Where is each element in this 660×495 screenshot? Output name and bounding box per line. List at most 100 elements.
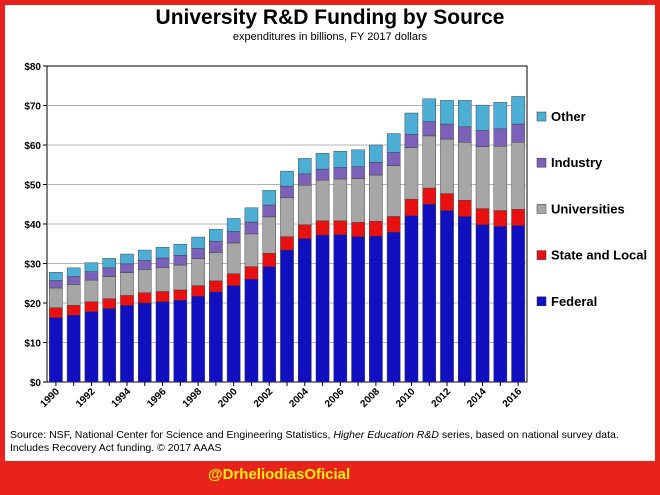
bar-segment-federal-1999 — [209, 291, 223, 383]
bar-segment-federal-2010 — [404, 215, 419, 383]
bar-segment-federal-2013 — [458, 216, 472, 383]
source-text: Source: NSF, National Center for Science… — [10, 429, 334, 441]
bar-segment-universities-2009 — [386, 165, 401, 217]
x-tick-label: 2004 — [287, 386, 311, 410]
bar-segment-state-and-local-2007 — [351, 222, 365, 237]
bar-segment-state-and-local-2012 — [440, 193, 454, 211]
y-tick-label: $10 — [24, 339, 41, 350]
bar-segment-other-2012 — [440, 100, 454, 125]
x-tick-label: 2008 — [358, 386, 382, 410]
bar-segment-other-1993 — [102, 258, 117, 269]
y-tick-label: $20 — [24, 299, 41, 310]
bar-segment-other-2014 — [475, 104, 490, 131]
bar-segment-state-and-local-2002 — [262, 253, 276, 267]
bar-segment-industry-2011 — [422, 121, 436, 137]
bar-segment-federal-2016 — [511, 225, 525, 383]
bar-segment-universities-2013 — [458, 142, 472, 201]
bar-segment-state-and-local-2006 — [333, 220, 348, 235]
bar-segment-state-and-local-2013 — [458, 200, 472, 217]
bar-segment-industry-2000 — [226, 231, 241, 244]
x-tick-label: 2002 — [252, 386, 276, 410]
bar-segment-universities-2015 — [493, 145, 508, 211]
bar-segment-federal-1992 — [84, 311, 99, 383]
bar-segment-industry-1994 — [120, 263, 134, 273]
legend-swatch-industry — [536, 157, 547, 168]
bar-segment-state-and-local-1998 — [191, 285, 205, 297]
bar-segment-state-and-local-2011 — [422, 187, 436, 205]
bar-segment-universities-2014 — [475, 146, 490, 209]
bar-segment-federal-1993 — [102, 308, 117, 383]
x-tick-label: 1992 — [74, 386, 98, 410]
bar-segment-other-2006 — [333, 151, 348, 168]
y-tick-label: $30 — [24, 260, 41, 271]
bar-segment-universities-1994 — [120, 272, 134, 296]
bar-segment-universities-2007 — [351, 178, 365, 223]
source-note: Source: NSF, National Center for Science… — [10, 429, 655, 455]
bar-segment-industry-1999 — [209, 241, 223, 253]
bar-segment-universities-1997 — [173, 264, 188, 291]
x-tick-label: 2006 — [323, 386, 347, 410]
bar-segment-industry-2001 — [244, 221, 259, 235]
bar-segment-federal-1998 — [191, 296, 205, 383]
bar-segment-universities-1993 — [102, 276, 117, 299]
bar-segment-industry-2004 — [298, 173, 312, 186]
bar-segment-federal-2012 — [440, 210, 454, 383]
y-tick-label: $0 — [30, 378, 42, 389]
bar-segment-industry-2007 — [351, 166, 365, 179]
bar-segment-industry-2009 — [386, 152, 401, 166]
bar-segment-federal-2003 — [280, 249, 294, 383]
x-tick-label: 2012 — [430, 386, 454, 410]
bar-segment-federal-1995 — [137, 302, 152, 383]
legend-label-industry: Industry — [551, 155, 603, 170]
bar-segment-other-1999 — [209, 228, 223, 242]
bar-segment-federal-2011 — [422, 204, 436, 383]
bar-segment-industry-2015 — [493, 128, 508, 147]
bar-segment-industry-2010 — [404, 134, 419, 148]
bar-segment-industry-2014 — [475, 130, 490, 147]
bar-segment-industry-1998 — [191, 248, 205, 259]
legend-swatch-state-and-local — [536, 250, 547, 260]
bar-segment-federal-2015 — [493, 226, 508, 383]
bar-segment-state-and-local-2000 — [226, 273, 241, 286]
bar-segment-state-and-local-1991 — [66, 305, 81, 316]
bar-segment-universities-2016 — [511, 142, 525, 210]
legend-label-federal: Federal — [551, 294, 597, 309]
bar-segment-other-1995 — [137, 249, 152, 261]
bar-segment-state-and-local-2014 — [475, 208, 490, 225]
bar-segment-industry-1990 — [49, 280, 63, 289]
y-tick-label: $60 — [24, 141, 41, 152]
source-note-line2: Includes Recovery Act funding. © 2017 AA… — [10, 442, 222, 454]
source-text-rest: series, based on national survey data. — [438, 429, 619, 441]
bar-segment-federal-2002 — [262, 266, 276, 383]
bar-segment-universities-2004 — [298, 185, 312, 225]
bar-segment-other-1997 — [173, 243, 188, 256]
bar-segment-state-and-local-1997 — [173, 289, 188, 301]
x-tick-label: 2010 — [394, 386, 418, 410]
bar-segment-state-and-local-2008 — [369, 221, 383, 237]
bar-segment-industry-1991 — [66, 276, 81, 285]
bar-segment-state-and-local-1994 — [120, 295, 134, 306]
bar-segment-universities-2000 — [226, 242, 241, 274]
bar-segment-other-1994 — [120, 253, 134, 265]
bar-segment-federal-2009 — [386, 232, 401, 383]
x-tick-label: 2000 — [216, 386, 240, 410]
bar-segment-other-2011 — [422, 98, 436, 122]
bar-segment-other-2002 — [262, 190, 276, 206]
stacked-bar-chart: $0 $10 $20 $30 $40 $50 $60 $70 $80 1990 1992 1994 19… — [24, 62, 647, 410]
bar-segment-state-and-local-2001 — [244, 266, 259, 280]
chart-title: University R&D Funding by Source — [155, 6, 505, 29]
bar-segment-other-1990 — [49, 271, 63, 281]
bar-segment-industry-1992 — [84, 271, 99, 281]
bar-segment-universities-1996 — [155, 267, 170, 292]
bar-segment-state-and-local-2016 — [511, 209, 525, 226]
bar-segment-federal-2004 — [298, 238, 312, 383]
bar-segment-federal-2007 — [351, 236, 365, 383]
bar-segment-universities-1995 — [137, 269, 152, 293]
bar-segment-state-and-local-2005 — [315, 220, 330, 236]
bar-segment-universities-2002 — [262, 216, 276, 254]
bar-segment-state-and-local-2009 — [386, 216, 401, 233]
bar-segment-other-2001 — [244, 207, 259, 223]
legend-swatch-universities — [536, 204, 547, 214]
y-tick-label: $40 — [24, 220, 41, 231]
